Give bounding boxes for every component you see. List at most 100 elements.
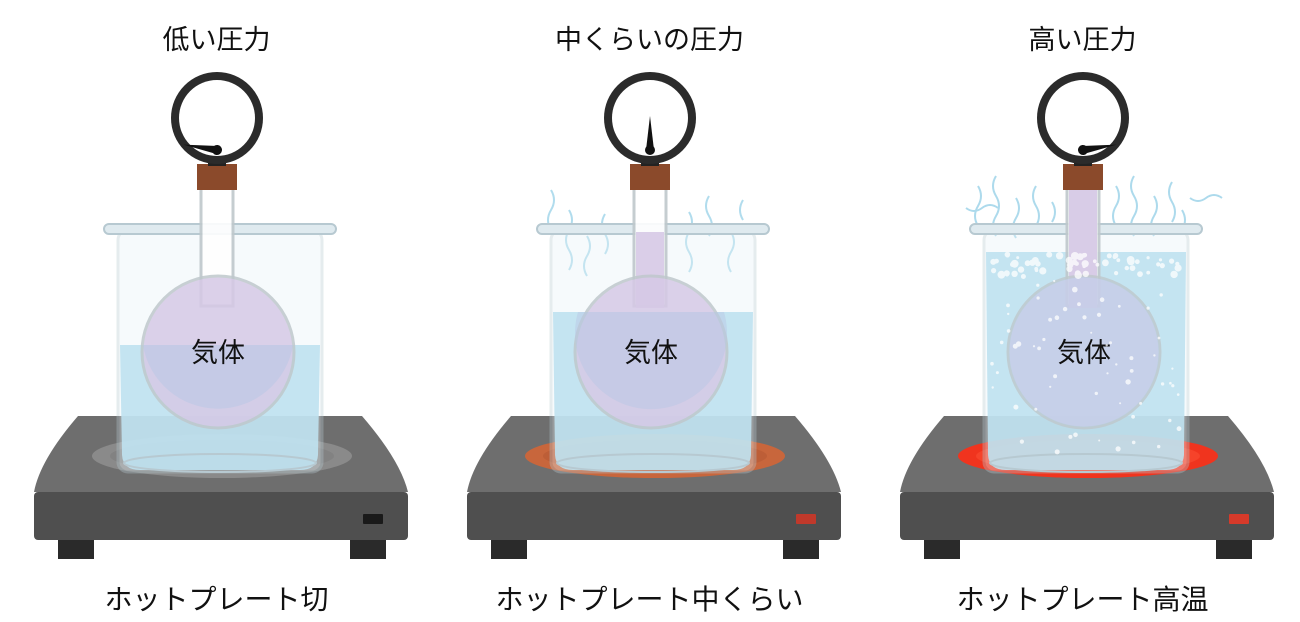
bubble — [1054, 315, 1060, 321]
bubble — [990, 258, 997, 265]
hotplate-front — [900, 492, 1274, 540]
bubble — [1114, 271, 1119, 276]
pressure-gauge — [1037, 72, 1129, 190]
bubble — [1102, 259, 1109, 267]
bubble — [1156, 262, 1161, 267]
bubble — [1039, 267, 1047, 275]
power-indicator[interactable] — [1229, 514, 1249, 524]
bubble — [1046, 251, 1053, 258]
panel-caption: ホットプレート高温 — [956, 583, 1209, 616]
bubble — [1036, 296, 1040, 300]
bubble — [1072, 286, 1078, 293]
bubble — [1176, 393, 1180, 396]
panel-high-pressure: 気体 高い圧力 ホットプレート高温 — [866, 0, 1299, 622]
bubble — [1053, 374, 1058, 379]
bubble — [1004, 272, 1010, 277]
bubble — [1054, 449, 1060, 455]
bubble — [1153, 354, 1156, 357]
bubble — [1034, 407, 1038, 411]
bubble — [1037, 346, 1041, 351]
bubble — [1176, 426, 1182, 432]
bubble — [1171, 384, 1175, 388]
stopper — [630, 164, 670, 190]
bubble — [1006, 329, 1011, 333]
bubble — [1092, 259, 1097, 264]
gauge-needle — [1078, 144, 1117, 155]
bubble — [1171, 367, 1174, 370]
bubble — [1048, 317, 1052, 322]
bubble — [1096, 312, 1102, 317]
bubble — [1049, 385, 1052, 388]
bubble — [1090, 331, 1093, 334]
bubble — [1169, 258, 1175, 264]
bubble — [991, 386, 994, 389]
bubble — [1068, 434, 1073, 439]
bubble — [1115, 446, 1121, 452]
power-indicator[interactable] — [796, 514, 816, 524]
bubble — [1134, 259, 1140, 265]
beaker-base — [989, 453, 1183, 473]
bubble — [1109, 341, 1112, 345]
bubble — [1106, 253, 1112, 259]
hotplate-front — [34, 492, 408, 540]
bubble — [1073, 432, 1078, 438]
bubble — [1159, 293, 1163, 297]
bubble — [1137, 271, 1143, 277]
stopper — [1063, 164, 1103, 190]
bubble — [1016, 256, 1020, 260]
bubble — [990, 361, 994, 366]
gauge-needle — [183, 144, 222, 155]
bubble — [1013, 404, 1019, 410]
bubble — [1005, 253, 1010, 258]
scene-high: 気体 — [900, 72, 1274, 559]
bubble — [1119, 402, 1122, 405]
bubble — [1139, 401, 1143, 405]
flask: 気体 — [140, 186, 296, 430]
panel-caption: ホットプレート中くらい — [495, 583, 804, 616]
bubble — [1042, 337, 1046, 342]
panel-medium-pressure: 気体 中くらいの圧力 ホットプレート中くらい — [433, 0, 866, 622]
bubble — [1169, 381, 1172, 385]
bubble — [1131, 414, 1135, 419]
bubble — [1129, 265, 1136, 271]
bubble — [991, 268, 997, 274]
beaker-base — [556, 453, 750, 473]
bubble — [1131, 440, 1136, 445]
flask: 気体 — [573, 186, 729, 430]
power-indicator[interactable] — [363, 514, 383, 524]
bubble — [1157, 444, 1161, 449]
bubble — [1055, 252, 1064, 260]
bubble — [1117, 304, 1121, 308]
bubble — [1082, 270, 1089, 278]
scene-low: 気体 — [34, 72, 408, 559]
beaker-base — [123, 453, 317, 473]
bubble — [995, 371, 999, 375]
gauge-face — [1045, 80, 1121, 156]
panel-title: 高い圧力 — [1028, 25, 1137, 56]
bubble — [1146, 256, 1150, 260]
bubble — [1125, 379, 1131, 385]
bubble — [1007, 312, 1010, 316]
bubble — [1106, 372, 1109, 375]
stopper — [197, 164, 237, 190]
gas-label: 気体 — [624, 338, 678, 369]
bubble — [1170, 270, 1178, 279]
bubble — [1146, 270, 1151, 275]
bubble — [1011, 270, 1018, 277]
bubble — [1112, 254, 1117, 260]
panel-title: 低い圧力 — [162, 25, 271, 56]
bubble — [1032, 345, 1036, 348]
scene-medium: 気体 — [467, 72, 841, 559]
panel-title: 中くらいの圧力 — [555, 25, 744, 56]
flask-submerged — [143, 345, 293, 409]
bubble — [1098, 439, 1101, 442]
bubble — [1129, 369, 1134, 373]
bubble — [1006, 303, 1010, 308]
bubble — [1116, 258, 1121, 263]
gas-label: 気体 — [1057, 338, 1111, 369]
pressure-gauge — [171, 72, 263, 190]
bubble — [1124, 265, 1129, 271]
bubbles — [990, 251, 1182, 455]
bubble — [1094, 391, 1098, 396]
bubble — [1066, 261, 1074, 269]
